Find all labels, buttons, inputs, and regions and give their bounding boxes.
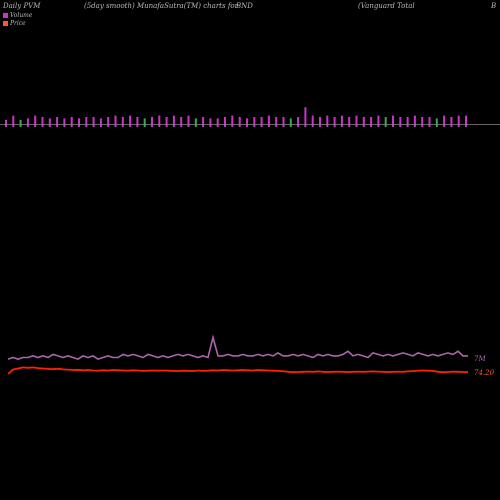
volume-bar bbox=[377, 115, 380, 127]
volume-bar bbox=[362, 117, 365, 127]
volume-bar bbox=[165, 117, 168, 127]
volume-bar bbox=[333, 117, 336, 127]
volume-bar bbox=[158, 115, 161, 127]
volume-bars bbox=[5, 107, 467, 127]
volume-bar bbox=[231, 115, 234, 127]
volume-bar bbox=[340, 115, 343, 127]
volume-bar bbox=[246, 118, 248, 127]
legend-volume: Volume bbox=[3, 12, 32, 19]
volume-bar bbox=[311, 115, 314, 127]
volume-bar bbox=[107, 117, 110, 127]
header-ticker: BND bbox=[236, 2, 253, 10]
volume-bar bbox=[143, 118, 146, 127]
volume-bar bbox=[187, 115, 190, 127]
volume-bar bbox=[202, 117, 205, 127]
volume-bar bbox=[413, 115, 416, 127]
volume-bar bbox=[428, 117, 431, 127]
volume-bar bbox=[136, 117, 139, 127]
legend-price-label: Price bbox=[10, 20, 26, 27]
volume-bar bbox=[12, 115, 15, 127]
volume-bar bbox=[297, 117, 300, 127]
volume-bar bbox=[56, 117, 59, 127]
volume-bar bbox=[326, 115, 329, 127]
volume-bar bbox=[114, 115, 117, 127]
volume-bar bbox=[457, 115, 460, 127]
volume-bar bbox=[121, 117, 124, 127]
volume-bar bbox=[34, 115, 37, 127]
volume-bar bbox=[224, 117, 226, 127]
volume-bar bbox=[319, 117, 321, 127]
volume-bar bbox=[435, 118, 438, 127]
legend-price: Price bbox=[3, 20, 26, 27]
volume-bar bbox=[443, 115, 446, 127]
volume-bar bbox=[85, 117, 88, 127]
legend-price-swatch bbox=[3, 20, 8, 26]
volume-bar bbox=[180, 117, 183, 127]
price-value-label: 74.20 bbox=[474, 369, 495, 377]
volume-bar bbox=[194, 118, 197, 127]
header-company-name-cont: B bbox=[491, 2, 497, 10]
volume-bar bbox=[260, 117, 263, 127]
volume-bar bbox=[392, 115, 394, 127]
header-company-name: (Vanguard Total bbox=[358, 2, 415, 10]
volume-bar bbox=[92, 117, 95, 127]
volume-bar bbox=[253, 117, 256, 127]
volume-bar bbox=[450, 117, 453, 127]
volume-bar bbox=[399, 117, 402, 127]
volume-bar bbox=[26, 118, 29, 127]
volume-bar bbox=[465, 115, 467, 127]
volume-bar bbox=[282, 117, 285, 127]
volume-bar bbox=[238, 117, 241, 127]
volume-bar bbox=[384, 117, 387, 127]
volume-bar bbox=[267, 115, 270, 127]
volume-bar bbox=[5, 119, 7, 127]
price-series-line bbox=[7, 366, 469, 375]
volume-bar bbox=[216, 118, 219, 127]
header-chart-source: (5day smooth) MunafaSutra(TM) charts for bbox=[84, 2, 238, 10]
volume-bar bbox=[209, 118, 212, 127]
volume-bar bbox=[19, 119, 22, 127]
volume-bar bbox=[355, 115, 358, 127]
volume-bar bbox=[275, 117, 278, 127]
volume-bar bbox=[99, 118, 102, 127]
volume-value-label: 7M bbox=[474, 355, 486, 363]
volume-bar bbox=[129, 115, 132, 127]
header-chart-type: Daily PVM bbox=[3, 2, 41, 10]
volume-bar bbox=[348, 117, 351, 127]
legend-volume-label: Volume bbox=[10, 12, 33, 19]
volume-bar bbox=[289, 118, 292, 127]
volume-bar bbox=[172, 115, 175, 127]
volume-bar bbox=[151, 117, 153, 127]
volume-bar bbox=[63, 118, 66, 127]
volume-bar bbox=[370, 117, 373, 127]
volume-bar bbox=[304, 107, 307, 127]
legend-volume-swatch bbox=[3, 12, 8, 18]
volume-bar bbox=[78, 118, 80, 127]
volume-series-line bbox=[7, 334, 468, 360]
volume-bar bbox=[421, 117, 424, 127]
volume-bar bbox=[41, 117, 44, 127]
volume-bar bbox=[406, 117, 409, 127]
volume-bar bbox=[70, 117, 73, 127]
volume-bar bbox=[48, 118, 51, 127]
